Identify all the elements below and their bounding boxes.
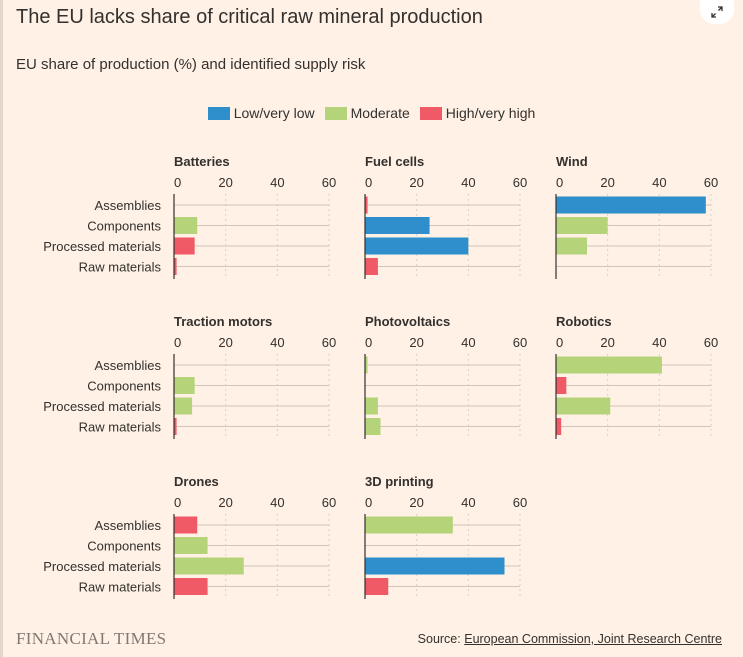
tick-label-batteries-40: 40 <box>270 175 284 190</box>
legend-label-moderate: Moderate <box>350 105 410 121</box>
tick-label-photovoltaics-0: 0 <box>365 335 372 350</box>
bar-3d-printing-raw-materials <box>365 578 389 595</box>
category-label-assemblies: Assemblies <box>95 358 162 373</box>
bar-wind-assemblies <box>556 196 706 214</box>
bar-robotics-processed-materials <box>556 397 611 415</box>
tick-label-robotics-0: 0 <box>556 335 563 350</box>
bar-batteries-raw-materials <box>174 258 177 275</box>
panel-title-wind: Wind <box>556 154 588 169</box>
bar-robotics-components <box>556 377 567 394</box>
panel-title-3d-printing: 3D printing <box>365 474 434 489</box>
tick-label-traction-motors-40: 40 <box>270 335 284 350</box>
source-note: Source: European Commission, Joint Resea… <box>418 632 722 646</box>
bar-traction-motors-components <box>174 377 195 394</box>
category-label-processed-materials: Processed materials <box>43 559 161 574</box>
category-label-assemblies: Assemblies <box>95 518 162 533</box>
tick-label-wind-60: 60 <box>704 175 718 190</box>
legend-item-high: High/very high <box>419 105 536 121</box>
bar-drones-components <box>174 537 208 554</box>
tick-label-photovoltaics-20: 20 <box>409 335 423 350</box>
panel-title-robotics: Robotics <box>556 314 612 329</box>
legend-swatch-moderate <box>324 106 347 120</box>
tick-label-robotics-20: 20 <box>600 335 614 350</box>
bar-wind-processed-materials <box>556 237 587 255</box>
legend: Low/very low Moderate High/very high <box>0 105 743 121</box>
bar-drones-assemblies <box>174 516 198 534</box>
tick-label-drones-60: 60 <box>322 495 336 510</box>
bar-batteries-components <box>174 217 198 234</box>
tick-label-fuel-cells-40: 40 <box>461 175 475 190</box>
tick-label-drones-0: 0 <box>174 495 181 510</box>
category-label-components: Components <box>87 219 161 234</box>
tick-label-photovoltaics-40: 40 <box>461 335 475 350</box>
panel-title-fuel-cells: Fuel cells <box>365 154 424 169</box>
tick-label-3d-printing-60: 60 <box>513 495 527 510</box>
category-label-processed-materials: Processed materials <box>43 239 161 254</box>
legend-label-low: Low/very low <box>233 105 315 121</box>
bar-photovoltaics-processed-materials <box>365 397 378 415</box>
tick-label-drones-40: 40 <box>270 495 284 510</box>
legend-item-moderate: Moderate <box>324 105 410 121</box>
legend-swatch-low <box>207 106 230 120</box>
bar-photovoltaics-assemblies <box>365 356 368 374</box>
panel-title-drones: Drones <box>174 474 219 489</box>
bar-robotics-assemblies <box>556 356 662 374</box>
bar-fuel-cells-assemblies <box>365 196 368 214</box>
bar-photovoltaics-raw-materials <box>365 418 381 435</box>
bar-fuel-cells-components <box>365 217 430 234</box>
tick-label-3d-printing-40: 40 <box>461 495 475 510</box>
tick-label-robotics-60: 60 <box>704 335 718 350</box>
category-label-raw-materials: Raw materials <box>79 580 162 595</box>
bar-fuel-cells-processed-materials <box>365 237 469 255</box>
category-label-raw-materials: Raw materials <box>79 260 162 275</box>
category-label-components: Components <box>87 539 161 554</box>
tick-label-3d-printing-20: 20 <box>409 495 423 510</box>
tick-label-wind-40: 40 <box>652 175 666 190</box>
tick-label-traction-motors-20: 20 <box>218 335 232 350</box>
chart-title: The EU lacks share of critical raw miner… <box>16 6 483 28</box>
legend-swatch-high <box>419 106 442 120</box>
bar-batteries-processed-materials <box>174 237 195 255</box>
legend-label-high: High/very high <box>445 105 536 121</box>
tick-label-batteries-60: 60 <box>322 175 336 190</box>
expand-button[interactable] <box>700 0 734 24</box>
source-link[interactable]: European Commission, Joint Research Cent… <box>464 632 722 646</box>
tick-label-wind-20: 20 <box>600 175 614 190</box>
source-prefix: Source: <box>417 632 461 646</box>
tick-label-batteries-0: 0 <box>174 175 181 190</box>
bar-wind-components <box>556 217 608 234</box>
ft-logo: FINANCIAL TIMES <box>16 629 167 648</box>
tick-label-photovoltaics-60: 60 <box>513 335 527 350</box>
chart-subtitle: EU share of production (%) and identifie… <box>16 56 366 73</box>
bar-drones-raw-materials <box>174 578 208 595</box>
tick-label-fuel-cells-0: 0 <box>365 175 372 190</box>
tick-label-drones-20: 20 <box>218 495 232 510</box>
left-border <box>0 0 3 657</box>
category-label-assemblies: Assemblies <box>95 198 162 213</box>
panel-title-batteries: Batteries <box>174 154 230 169</box>
bar-traction-motors-raw-materials <box>174 418 177 435</box>
tick-label-fuel-cells-20: 20 <box>409 175 423 190</box>
category-label-processed-materials: Processed materials <box>43 399 161 414</box>
panel-title-traction-motors: Traction motors <box>174 314 272 329</box>
panel-title-photovoltaics: Photovoltaics <box>365 314 450 329</box>
bar-3d-printing-processed-materials <box>365 557 505 575</box>
legend-item-low: Low/very low <box>207 105 315 121</box>
bar-traction-motors-processed-materials <box>174 397 193 415</box>
tick-label-robotics-40: 40 <box>652 335 666 350</box>
expand-arrows-icon <box>711 6 723 18</box>
tick-label-3d-printing-0: 0 <box>365 495 372 510</box>
tick-label-wind-0: 0 <box>556 175 563 190</box>
bar-robotics-raw-materials <box>556 418 562 435</box>
tick-label-traction-motors-0: 0 <box>174 335 181 350</box>
category-label-raw-materials: Raw materials <box>79 420 162 435</box>
bar-drones-processed-materials <box>174 557 244 575</box>
category-label-components: Components <box>87 379 161 394</box>
tick-label-fuel-cells-60: 60 <box>513 175 527 190</box>
tick-label-traction-motors-60: 60 <box>322 335 336 350</box>
tick-label-batteries-20: 20 <box>218 175 232 190</box>
bar-fuel-cells-raw-materials <box>365 258 378 275</box>
bar-3d-printing-assemblies <box>365 516 453 534</box>
